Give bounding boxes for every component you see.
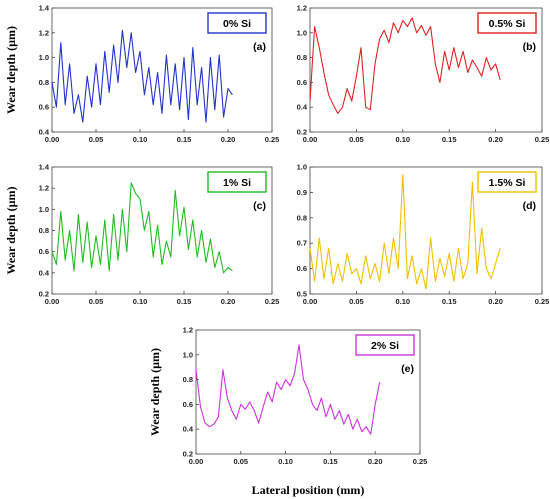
x-tick-label: 0.20 bbox=[368, 457, 383, 466]
x-tick-label: 0.00 bbox=[189, 457, 204, 466]
y-axis-label: Wear depth (µm) bbox=[4, 186, 18, 274]
panel-tag: (d) bbox=[523, 200, 536, 212]
x-tick-label: 0.10 bbox=[133, 297, 148, 306]
y-tick-label: 1.0 bbox=[39, 53, 49, 62]
x-tick-label: 0.15 bbox=[442, 135, 457, 144]
legend-label: 0% Si bbox=[223, 18, 251, 30]
x-tick-label: 0.10 bbox=[395, 135, 410, 144]
y-tick-label: 0.6 bbox=[39, 103, 49, 112]
y-tick-label: 1.0 bbox=[297, 163, 307, 172]
x-tick-label: 0.25 bbox=[413, 457, 428, 466]
x-tick-label: 0.20 bbox=[488, 135, 503, 144]
x-tick-label: 0.05 bbox=[89, 135, 104, 144]
panel-tag: (b) bbox=[523, 41, 536, 53]
y-tick-label: 0.8 bbox=[297, 53, 307, 62]
y-tick-label: 0.2 bbox=[297, 128, 307, 137]
y-tick-label: 1.4 bbox=[39, 163, 50, 172]
x-tick-label: 0.00 bbox=[45, 297, 60, 306]
x-tick-label: 0.10 bbox=[133, 135, 148, 144]
chart-panel: 0.2 0.4 0.6 0.8 1.0 1.2 0.00 0.05 0.10 0.15 0.20 0.… bbox=[297, 4, 550, 145]
x-tick-label: 0.05 bbox=[349, 135, 364, 144]
y-tick-label: 0.6 bbox=[297, 264, 307, 273]
chart-panel: 0.2 0.4 0.6 0.8 1.0 1.2 0.00 0.05 0.10 0.15 0.20 0.… bbox=[148, 326, 428, 467]
x-tick-label: 0.15 bbox=[323, 457, 338, 466]
y-tick-label: 1.2 bbox=[183, 326, 193, 335]
y-tick-label: 0.8 bbox=[297, 213, 307, 222]
y-tick-label: 0.4 bbox=[183, 425, 194, 434]
y-tick-label: 0.5 bbox=[297, 290, 307, 299]
x-tick-label: 0.25 bbox=[265, 135, 280, 144]
x-tick-label: 0.05 bbox=[89, 297, 104, 306]
x-tick-label: 0.15 bbox=[177, 297, 192, 306]
wear-profile-line bbox=[309, 174, 501, 290]
y-tick-label: 1.2 bbox=[297, 4, 307, 13]
y-tick-label: 1.0 bbox=[39, 205, 49, 214]
x-tick-label: 0.05 bbox=[233, 457, 248, 466]
x-tick-label: 0.15 bbox=[442, 297, 457, 306]
y-tick-label: 0.6 bbox=[297, 78, 307, 87]
wear-profile-line bbox=[51, 182, 233, 274]
y-tick-label: 0.6 bbox=[183, 400, 193, 409]
y-tick-label: 0.4 bbox=[297, 103, 308, 112]
wear-profile-line bbox=[51, 29, 233, 123]
x-tick-label: 0.20 bbox=[221, 135, 236, 144]
wear-profile-line bbox=[309, 17, 501, 114]
y-tick-label: 0.2 bbox=[39, 290, 49, 299]
plot-frame bbox=[195, 329, 421, 455]
y-tick-label: 0.2 bbox=[183, 450, 193, 459]
legend-box bbox=[355, 334, 415, 356]
x-tick-label: 0.00 bbox=[303, 297, 318, 306]
legend-label: 1% Si bbox=[223, 177, 251, 189]
legend-box bbox=[477, 171, 537, 193]
y-tick-label: 0.7 bbox=[297, 239, 307, 248]
chart-panel: 0.5 0.6 0.7 0.8 0.9 1.0 0.00 0.05 0.10 0.15 0.20 0.… bbox=[297, 163, 550, 307]
panel-tag: (c) bbox=[253, 200, 266, 212]
chart-panel: 0.2 0.4 0.6 0.8 1.0 1.2 1.4 0.00 0.05 0.10 0.15 0.2… bbox=[4, 163, 280, 307]
x-tick-label: 0.10 bbox=[395, 297, 410, 306]
legend-label: 0.5% Si bbox=[489, 18, 526, 30]
x-tick-label: 0.05 bbox=[349, 297, 364, 306]
x-tick-label: 0.25 bbox=[535, 297, 550, 306]
x-tick-label: 0.20 bbox=[221, 297, 236, 306]
y-axis-label: Wear depth (µm) bbox=[4, 26, 18, 114]
x-tick-label: 0.20 bbox=[488, 297, 503, 306]
panel-tag: (e) bbox=[401, 363, 414, 375]
x-tick-label: 0.00 bbox=[303, 135, 318, 144]
shared-x-axis-label: Lateral position (mm) bbox=[252, 483, 365, 497]
plot-frame bbox=[309, 7, 543, 133]
legend-box bbox=[207, 12, 267, 34]
y-tick-label: 0.8 bbox=[39, 78, 49, 87]
plot-frame bbox=[51, 7, 273, 133]
y-tick-label: 0.9 bbox=[297, 188, 307, 197]
legend-box bbox=[477, 12, 537, 34]
chart-panel: 0.4 0.6 0.8 1.0 1.2 1.4 0.00 0.05 0.10 0.15 0.20 0.… bbox=[4, 4, 280, 145]
plot-frame bbox=[309, 166, 543, 295]
y-tick-label: 1.4 bbox=[39, 4, 50, 13]
y-tick-label: 1.0 bbox=[297, 28, 307, 37]
y-tick-label: 1.2 bbox=[39, 184, 49, 193]
y-tick-label: 0.4 bbox=[39, 128, 50, 137]
panel-tag: (a) bbox=[253, 41, 266, 53]
y-tick-label: 1.0 bbox=[183, 350, 193, 359]
y-tick-label: 0.4 bbox=[39, 268, 50, 277]
x-tick-label: 0.25 bbox=[265, 297, 280, 306]
y-tick-label: 1.2 bbox=[39, 28, 49, 37]
legend-box bbox=[207, 171, 267, 193]
wear-profile-line bbox=[195, 344, 381, 435]
x-tick-label: 0.15 bbox=[177, 135, 192, 144]
y-tick-label: 0.8 bbox=[39, 226, 49, 235]
y-tick-label: 0.8 bbox=[183, 375, 193, 384]
legend-label: 1.5% Si bbox=[489, 177, 526, 189]
y-tick-label: 0.6 bbox=[39, 247, 49, 256]
x-tick-label: 0.25 bbox=[535, 135, 550, 144]
legend-label: 2% Si bbox=[371, 340, 399, 352]
x-tick-label: 0.00 bbox=[45, 135, 60, 144]
x-tick-label: 0.10 bbox=[278, 457, 293, 466]
y-axis-label: Wear depth (µm) bbox=[148, 348, 162, 436]
